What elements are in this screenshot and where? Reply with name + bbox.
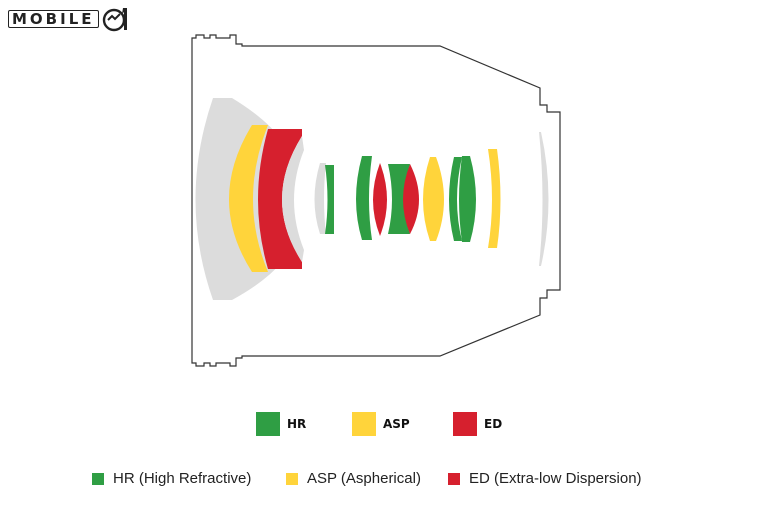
legend-desc-hr: HR (High Refractive) bbox=[92, 470, 251, 487]
lens-element-5 bbox=[325, 165, 334, 234]
hr-swatch-small bbox=[92, 472, 104, 485]
lens-element-14 bbox=[539, 132, 549, 266]
lens-element-9 bbox=[403, 164, 419, 234]
ed-swatch bbox=[453, 412, 477, 436]
watermark-logo: MOBILE bbox=[8, 6, 131, 32]
watermark-text: MOBILE bbox=[8, 10, 99, 28]
legend-label-ed: ED bbox=[484, 417, 503, 431]
lens-element-3-inner bbox=[282, 136, 304, 262]
legend-desc-label-hr: HR (High Refractive) bbox=[113, 470, 252, 487]
lens-construction-diagram bbox=[191, 34, 561, 367]
asp-swatch-small bbox=[286, 472, 298, 485]
legend-item-asp: ASP bbox=[352, 412, 410, 436]
legend-primary: HR ASP ED bbox=[0, 412, 780, 438]
legend-desc-label-ed: ED (Extra-low Dispersion) bbox=[469, 470, 642, 487]
lens-element-13 bbox=[488, 149, 501, 248]
lens-element-4 bbox=[314, 163, 326, 234]
hr-swatch bbox=[256, 412, 280, 436]
lens-element-12 bbox=[459, 156, 476, 242]
lens-element-10 bbox=[423, 157, 444, 241]
mobile01-logo-icon bbox=[102, 8, 127, 32]
legend-item-ed: ED bbox=[453, 412, 502, 436]
legend-desc-asp: ASP (Aspherical) bbox=[286, 470, 421, 487]
lens-element-3 bbox=[258, 129, 302, 269]
legend-label-asp: ASP bbox=[383, 417, 410, 431]
lens-element-7 bbox=[373, 163, 387, 236]
legend-label-hr: HR bbox=[287, 417, 307, 431]
lens-element-6 bbox=[356, 156, 372, 240]
lens-element-8 bbox=[388, 164, 410, 234]
legend-item-hr: HR bbox=[256, 412, 306, 436]
legend-desc-ed: ED (Extra-low Dispersion) bbox=[448, 470, 642, 487]
ed-swatch-small bbox=[448, 472, 460, 485]
legend-secondary: HR (High Refractive) ASP (Aspherical) ED… bbox=[0, 470, 780, 492]
lens-element-11 bbox=[449, 157, 462, 241]
legend-desc-label-asp: ASP (Aspherical) bbox=[307, 470, 421, 487]
asp-swatch bbox=[352, 412, 376, 436]
lens-element-2 bbox=[229, 125, 268, 272]
lens-barrel-outline bbox=[191, 34, 561, 367]
